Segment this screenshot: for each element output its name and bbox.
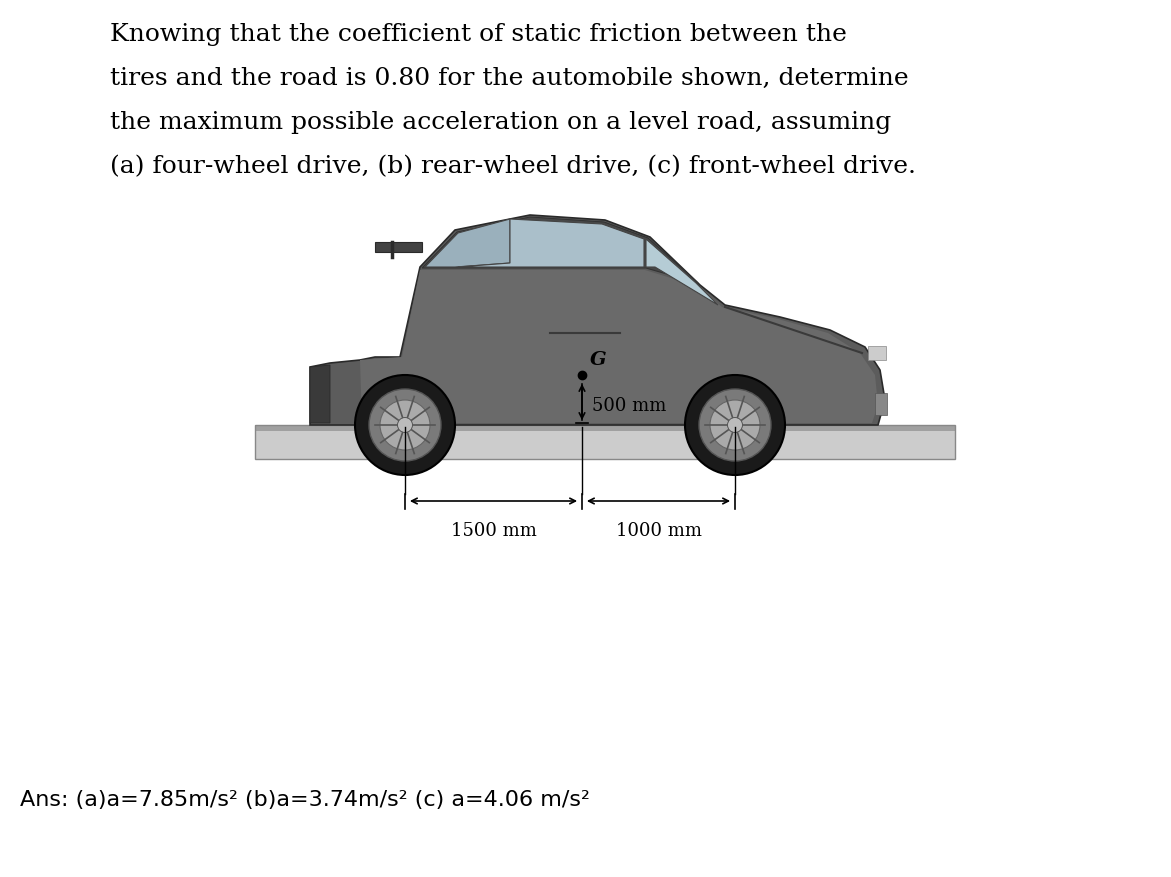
Text: G: G [590,351,607,368]
Bar [868,346,886,360]
Polygon shape [359,271,878,424]
Bar [875,394,886,416]
Text: 1500 mm: 1500 mm [451,522,536,539]
Circle shape [381,401,430,451]
Text: tires and the road is 0.80 for the automobile shown, determine: tires and the road is 0.80 for the autom… [110,67,909,90]
Text: (a) four-wheel drive, (b) rear-wheel drive, (c) front-wheel drive.: (a) four-wheel drive, (b) rear-wheel dri… [110,155,916,178]
Bar [255,431,956,460]
Text: the maximum possible acceleration on a level road, assuming: the maximum possible acceleration on a l… [110,111,891,134]
Polygon shape [310,366,330,424]
Text: Knowing that the coefficient of static friction between the: Knowing that the coefficient of static f… [110,23,847,46]
Polygon shape [458,220,644,267]
Circle shape [727,418,742,433]
Bar [255,425,956,460]
Text: 1000 mm: 1000 mm [616,522,701,539]
Polygon shape [375,243,422,253]
Circle shape [710,401,760,451]
Polygon shape [310,216,885,425]
Circle shape [355,375,456,475]
Polygon shape [646,239,718,306]
Circle shape [369,389,441,461]
Circle shape [685,375,785,475]
Bar [255,425,956,431]
Polygon shape [422,217,698,283]
Text: Ans: (a)a=7.85m/s² (b)a=3.74m/s² (c) a=4.06 m/s²: Ans: (a)a=7.85m/s² (b)a=3.74m/s² (c) a=4… [20,789,590,809]
Circle shape [699,389,771,461]
Text: 500 mm: 500 mm [593,396,666,415]
Circle shape [397,418,412,433]
Polygon shape [425,220,511,267]
